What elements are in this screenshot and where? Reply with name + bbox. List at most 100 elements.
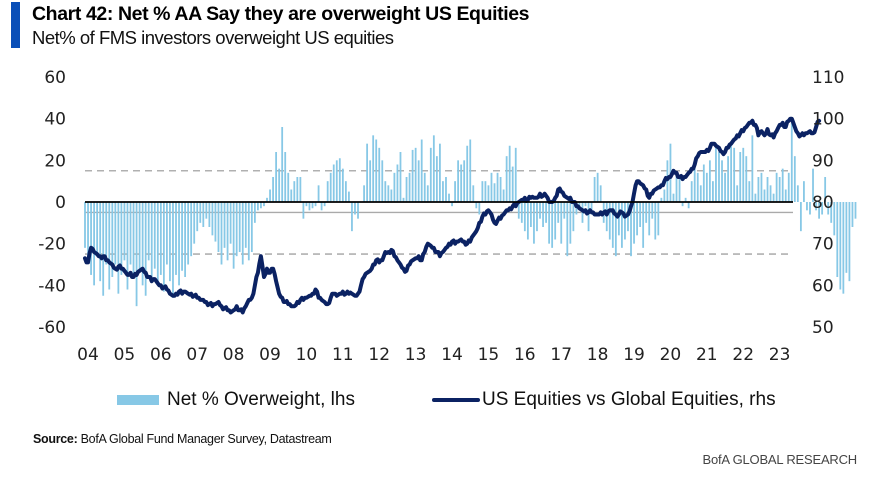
bar	[715, 147, 717, 202]
bar	[508, 145, 511, 202]
bar	[830, 202, 833, 223]
bar	[787, 172, 790, 202]
bar	[96, 202, 99, 255]
x-axis-tick-label: 13	[405, 345, 427, 365]
left-axis-tick-label: 60	[44, 68, 66, 88]
bar	[751, 135, 754, 202]
legend-label-net-overweight: Net % Overweight, lhs	[167, 389, 355, 410]
x-axis-tick-label: 05	[114, 345, 136, 365]
bar	[523, 202, 526, 232]
bar	[533, 202, 535, 244]
bar	[287, 172, 290, 202]
bar	[105, 202, 108, 265]
bar	[366, 143, 369, 202]
bar	[721, 160, 723, 202]
bar	[214, 202, 217, 242]
right-axis-ticks: 110 100 90 80 70 60 50	[812, 68, 844, 338]
bar	[560, 202, 563, 244]
bar	[733, 147, 736, 202]
bar	[718, 152, 720, 202]
bar	[763, 189, 766, 202]
x-axis-tick-label: 22	[732, 345, 754, 365]
bar	[702, 164, 705, 202]
bar	[617, 202, 620, 236]
bar	[757, 177, 760, 202]
bar	[414, 147, 417, 202]
right-axis-tick-label: 70	[812, 235, 834, 255]
bar	[639, 202, 642, 227]
bar	[651, 202, 654, 219]
bar	[305, 202, 308, 207]
bar	[220, 202, 223, 265]
bar	[260, 202, 262, 209]
bar	[772, 193, 775, 202]
bar	[217, 202, 220, 252]
bar	[448, 193, 450, 202]
bar	[760, 172, 763, 202]
bar	[302, 202, 305, 219]
bar	[530, 202, 532, 227]
bar	[611, 202, 614, 248]
bar	[824, 177, 827, 202]
bar	[502, 189, 505, 202]
bar	[803, 181, 805, 202]
bar	[281, 127, 284, 202]
bar	[332, 164, 335, 202]
right-axis-tick-label: 110	[812, 68, 844, 88]
bar	[514, 147, 517, 202]
bar	[608, 202, 611, 240]
bar	[266, 197, 268, 202]
bar	[429, 147, 432, 202]
bar	[614, 202, 617, 257]
bar	[311, 202, 314, 209]
bar	[563, 202, 566, 219]
bar	[417, 160, 420, 202]
legend-swatch-line	[432, 398, 480, 402]
bar	[624, 202, 626, 240]
bar	[545, 202, 547, 223]
bar	[393, 172, 396, 202]
bar	[317, 185, 320, 202]
bar	[484, 181, 487, 202]
bar	[172, 202, 174, 298]
bar	[278, 168, 281, 202]
x-axis-ticks: 04 05 06 07 08 09 10 11 12 13 14 15 16 17 18 19 20 21 22 23	[77, 345, 790, 365]
bar	[169, 202, 171, 282]
bar	[790, 122, 793, 202]
bar	[199, 202, 202, 223]
bar	[812, 168, 814, 202]
left-axis-ticks: 60 40 20 0 -20 -40 -60	[38, 68, 66, 338]
bar	[687, 202, 690, 209]
bar	[445, 177, 447, 202]
bar	[724, 172, 726, 202]
bar	[490, 172, 493, 202]
bar	[660, 197, 663, 202]
bar	[126, 202, 129, 290]
bar	[596, 172, 599, 202]
bar	[423, 172, 426, 202]
bar	[575, 202, 578, 215]
x-axis-tick-label: 18	[587, 345, 609, 365]
bar	[784, 189, 787, 202]
bar	[557, 202, 560, 223]
bar	[621, 202, 623, 248]
bar	[211, 202, 214, 236]
bar	[469, 139, 472, 202]
bar	[257, 202, 259, 211]
bar	[636, 202, 638, 236]
bar	[175, 202, 177, 275]
bar	[590, 202, 593, 215]
bar	[678, 177, 681, 202]
bar	[708, 160, 711, 202]
left-axis-tick-label: -20	[38, 235, 66, 255]
bar	[178, 202, 180, 286]
bar	[854, 202, 857, 219]
bar	[435, 156, 438, 202]
x-axis-tick-label: 19	[623, 345, 645, 365]
bar	[87, 202, 89, 261]
bar	[205, 202, 208, 219]
bar	[117, 202, 120, 294]
bar	[129, 202, 132, 265]
bar	[326, 181, 329, 202]
bar	[293, 181, 296, 202]
